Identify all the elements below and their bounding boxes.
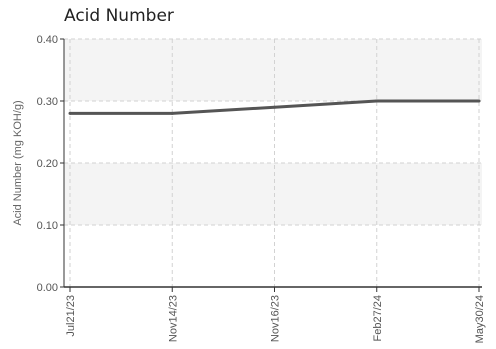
y-tick-label: 0.20 [37,158,58,170]
background-bands [64,39,482,225]
y-axis-ticks: 0.00 0.10 0.20 0.30 0.40 [37,34,64,294]
chart-title: Acid Number [64,6,174,26]
data-point [375,99,379,103]
x-tick-label: Nov16/23 [270,295,282,342]
background-band [64,39,482,101]
x-axis-ticks: Jul21/23 Nov14/23 Nov16/23 Feb27/24 May30/24 [65,287,486,343]
x-tick-label: Feb27/24 [372,295,384,341]
series-lines [68,99,481,115]
y-axis-label: Acid Number (mg KOH/g) [12,100,24,225]
data-point [68,111,72,115]
x-tick-label: Jul21/23 [65,295,77,337]
gridlines [64,38,482,287]
y-tick-label: 0.10 [37,220,58,232]
x-tick-label: Nov14/23 [167,295,179,342]
data-point [170,111,174,115]
y-tick-label: 0.00 [37,282,58,294]
background-band [64,163,482,225]
data-point [477,99,481,103]
y-tick-label: 0.40 [37,34,58,46]
y-tick-label: 0.30 [37,96,58,108]
x-tick-label: May30/24 [474,295,486,343]
data-point [273,105,276,109]
